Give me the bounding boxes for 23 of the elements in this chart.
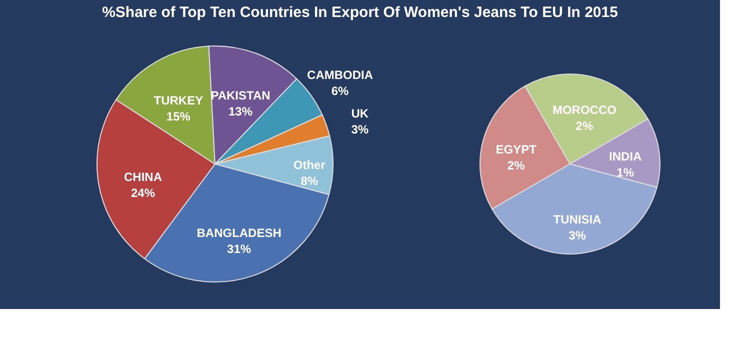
data-label: 15%	[166, 110, 191, 124]
slice-label: Other	[293, 158, 326, 172]
data-label: 13%	[228, 104, 253, 118]
data-label: 2%	[507, 158, 526, 173]
slice-label: CHINA	[124, 170, 162, 184]
data-label: 1%	[616, 166, 634, 180]
slice-label: PAKISTAN	[210, 88, 270, 102]
data-label: 6%	[331, 84, 350, 98]
data-label: 8%	[300, 174, 318, 188]
data-label: 3%	[351, 122, 369, 137]
slice-label: INDIA	[608, 150, 642, 164]
data-label: 3%	[568, 228, 586, 242]
slice-label: MOROCCO	[552, 103, 616, 118]
slice-label: TURKEY	[154, 94, 204, 108]
data-label: 2%	[576, 119, 594, 134]
chart-title: %Share of Top Ten Countries In Export Of Women's Jeans To EU In 2015	[102, 4, 618, 21]
slice-label: EGYPT	[496, 142, 538, 157]
data-label: 24%	[130, 186, 156, 200]
slice-label: BANGLADESH	[196, 226, 282, 240]
slice-label: CAMBODIA	[307, 68, 374, 82]
slice-label: TUNISIA	[553, 212, 602, 226]
slice-label: UK	[351, 106, 369, 121]
data-label: 31%	[227, 242, 252, 256]
